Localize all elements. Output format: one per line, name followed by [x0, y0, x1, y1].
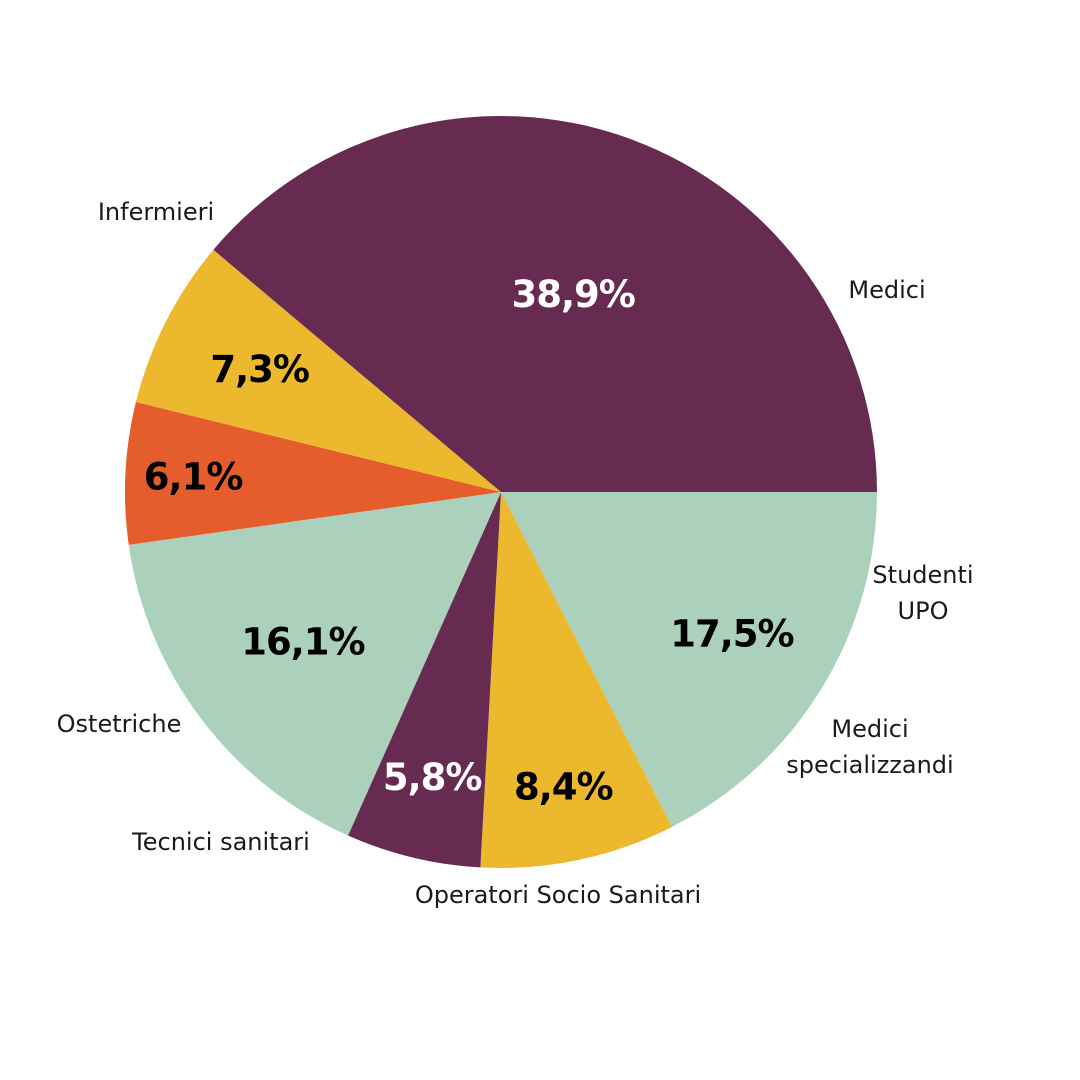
slice-label-tecnici-sanitari: Tecnici sanitari: [131, 828, 310, 856]
slice-percentage-operatori-socio-sanitari: 16,1%: [241, 621, 364, 664]
slice-percentage-medici-specializzandi: 5,8%: [383, 756, 482, 799]
slice-label-studenti-upo: Studenti UPO: [872, 561, 973, 625]
pie-slice-tecnici-sanitari: [124, 402, 501, 545]
pie-slices: [124, 116, 878, 868]
pie-slice-infermieri: [213, 116, 877, 493]
slice-category-labels: Medici Studenti UPO Medici specializzandi Ope…: [57, 198, 974, 909]
slice-percentage-tecnici-sanitari: 6,1%: [144, 456, 243, 499]
slice-label-operatori-socio-sanitari: Operatori Socio Sanitari: [415, 881, 701, 909]
slice-percentage-infermieri: 38,9%: [512, 273, 635, 316]
pie-slice-medici: [501, 492, 878, 827]
slice-percentage-studenti-upo: 8,4%: [514, 765, 613, 808]
slice-percentage-medici: 17,5%: [670, 612, 793, 655]
slice-label-infermieri: Infermieri: [98, 198, 214, 226]
pie-slice-studenti-upo: [480, 492, 673, 868]
slice-label-ostetriche: Ostetriche: [57, 710, 182, 738]
slice-label-medici: Medici: [848, 276, 925, 304]
pie-slice-medici-specializzandi: [348, 492, 501, 868]
pie-slice-operatori-socio-sanitari: [128, 492, 502, 836]
slice-label-medici-specializzandi: Medici specializzandi: [786, 715, 953, 779]
pie-slice-ostetriche: [135, 249, 501, 492]
slice-percentage-ostetriche: 7,3%: [210, 348, 309, 391]
slice-percentage-labels: 17,5% 8,4% 5,8% 16,1% 6,1% 7,3% 38,9%: [144, 273, 795, 808]
